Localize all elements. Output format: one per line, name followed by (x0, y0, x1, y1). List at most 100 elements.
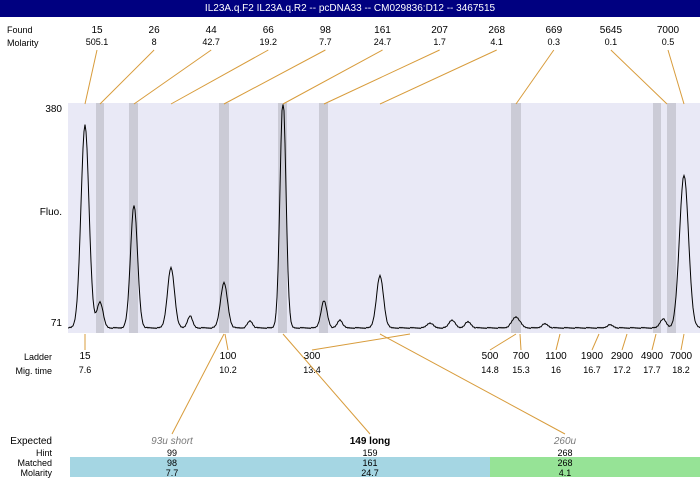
ladder-column: 1900 16.7 (570, 351, 614, 376)
connector-line (282, 333, 371, 435)
hint-value: 159 (362, 448, 378, 458)
matched-molarity-value: 4.1 (558, 468, 572, 478)
found-peak-molarity: 8 (151, 37, 157, 47)
found-peak-column: 7000 0.5 (640, 25, 696, 48)
ladder-column: 300 13.4 (290, 351, 334, 376)
ladder-mig-time: 17.2 (613, 365, 631, 375)
hint-row-label: Hint (35, 448, 52, 458)
connector-line (591, 333, 600, 351)
ladder-size: 4900 (640, 351, 664, 362)
ladder-size: 100 (219, 351, 237, 362)
matched-molarity-value: 24.7 (361, 468, 379, 478)
connector-line (680, 333, 685, 351)
found-peak-column: 26 8 (126, 25, 182, 48)
matched-row-label: Matched (17, 458, 52, 468)
ladder-marker-band (96, 103, 104, 333)
connector-line (223, 49, 326, 105)
ladder-marker-band (653, 103, 661, 333)
found-peak-molarity: 505.1 (85, 37, 109, 47)
molarity-bar (0, 467, 700, 477)
expected-row-label: Expected (10, 436, 52, 447)
ladder-column: 7000 18.2 (659, 351, 700, 376)
ladder-size: 300 (303, 351, 321, 362)
found-peak-column: 207 1.7 (412, 25, 468, 48)
connector-line (610, 49, 668, 105)
connector-line (515, 49, 555, 105)
ladder-marker-band (319, 103, 328, 333)
found-peak-molarity: 0.1 (604, 37, 618, 47)
ladder-row-label: Ladder (23, 352, 52, 362)
molarity-bar-green-segment (490, 467, 700, 477)
expected-product-name: 260u (553, 436, 577, 447)
found-peak-size: 5645 (599, 25, 623, 36)
connector-line (84, 49, 98, 105)
title-bar: IL23A.q.F2 IL23A.q.R2 -- pcDNA33 -- CM02… (0, 0, 700, 17)
found-peak-molarity: 19.2 (259, 37, 278, 47)
connector-line (170, 49, 269, 105)
found-peak-size: 669 (545, 25, 563, 36)
found-row-label: Found (7, 25, 33, 35)
ladder-marker-band (219, 103, 229, 333)
matched-size-value: 161 (362, 458, 378, 468)
ladder-marker-band (511, 103, 521, 333)
matched-size-value: 98 (166, 458, 177, 468)
fluorescence-axis-label: Fluo. (39, 207, 62, 218)
connector-line (519, 333, 522, 351)
matched-size-value: 268 (557, 458, 573, 468)
trace-line (68, 104, 700, 330)
ladder-column: 4900 17.7 (630, 351, 674, 376)
ladder-marker-band (129, 103, 138, 333)
expected-product-name: 149 long (349, 436, 391, 447)
connector-line (379, 49, 497, 105)
connector-line (282, 49, 383, 105)
connector-line (171, 333, 225, 435)
ladder-size: 7000 (669, 351, 693, 362)
connector-line (555, 333, 561, 351)
found-peak-molarity: 42.7 (202, 37, 220, 47)
ladder-marker-band (278, 103, 287, 333)
matched-molarity-value: 7.7 (165, 468, 179, 478)
found-peak-size: 26 (148, 25, 160, 36)
found-peak-column: 44 42.7 (183, 25, 239, 48)
found-peak-size: 268 (488, 25, 506, 36)
matched-bar-green-segment (490, 457, 700, 467)
ladder-size: 15 (79, 351, 91, 362)
ladder-column: 2900 17.2 (600, 351, 644, 376)
found-peak-size: 207 (431, 25, 448, 36)
molarity-row-label: Molarity (20, 468, 52, 478)
found-peak-column: 669 0.3 (526, 25, 582, 48)
found-peak-column: 66 19.2 (240, 25, 296, 48)
found-peak-molarity: 24.7 (373, 37, 392, 47)
ladder-column: 100 10.2 (206, 351, 250, 376)
connector-line (99, 49, 155, 105)
found-peak-column: 161 24.7 (355, 25, 411, 48)
connector-line (224, 333, 229, 351)
found-peak-size: 66 (262, 25, 274, 36)
connector-line (651, 333, 657, 351)
found-peak-column: 98 7.7 (297, 25, 353, 48)
connector-line (621, 333, 628, 351)
ladder-mig-time: 7.6 (78, 365, 92, 375)
hint-value: 268 (557, 448, 573, 458)
ladder-mig-time: 18.2 (672, 365, 690, 375)
ladder-column: 15 7.6 (63, 351, 107, 376)
matched-bar (0, 457, 700, 467)
found-peak-molarity: 7.7 (319, 37, 332, 47)
found-molarity-row-label: Molarity (7, 38, 39, 48)
found-peak-column: 5645 0.1 (583, 25, 639, 48)
y-axis-min-label: 71 (50, 318, 62, 329)
found-peak-size: 15 (91, 25, 103, 36)
matched-bar-blue-segment (70, 457, 490, 467)
connector-line (489, 333, 517, 351)
found-peak-size: 98 (319, 25, 331, 36)
found-peak-molarity: 1.7 (433, 37, 446, 47)
connector-line (311, 333, 411, 351)
found-peak-molarity: 0.5 (661, 37, 675, 47)
found-peak-molarity: 0.3 (547, 37, 561, 47)
found-peak-size: 161 (374, 25, 391, 36)
connector-line (133, 49, 212, 105)
connector-line (667, 49, 685, 105)
found-peak-molarity: 4.1 (490, 37, 503, 47)
electropherogram-plot (68, 103, 700, 333)
